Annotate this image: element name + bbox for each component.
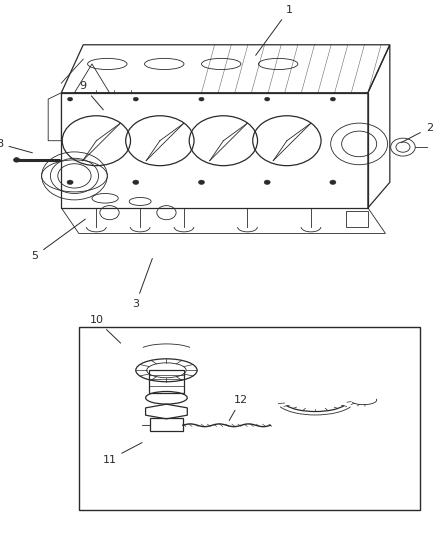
Bar xyxy=(149,370,184,393)
Text: 12: 12 xyxy=(229,395,248,421)
Circle shape xyxy=(330,97,336,101)
Circle shape xyxy=(264,180,270,184)
Circle shape xyxy=(133,180,139,184)
Circle shape xyxy=(198,180,205,184)
Text: 10: 10 xyxy=(89,315,120,343)
Circle shape xyxy=(67,180,73,184)
Text: 11: 11 xyxy=(102,442,142,465)
Text: 1: 1 xyxy=(256,5,293,55)
Circle shape xyxy=(67,97,73,101)
Bar xyxy=(79,327,420,510)
Circle shape xyxy=(330,180,336,184)
Bar xyxy=(150,418,183,431)
Text: 2: 2 xyxy=(401,123,433,143)
Text: 9: 9 xyxy=(80,82,103,110)
Text: 8: 8 xyxy=(0,139,32,153)
Circle shape xyxy=(265,97,270,101)
Text: 5: 5 xyxy=(32,219,85,261)
Circle shape xyxy=(133,97,138,101)
Text: 3: 3 xyxy=(132,259,152,309)
Circle shape xyxy=(14,158,20,162)
Circle shape xyxy=(199,97,204,101)
